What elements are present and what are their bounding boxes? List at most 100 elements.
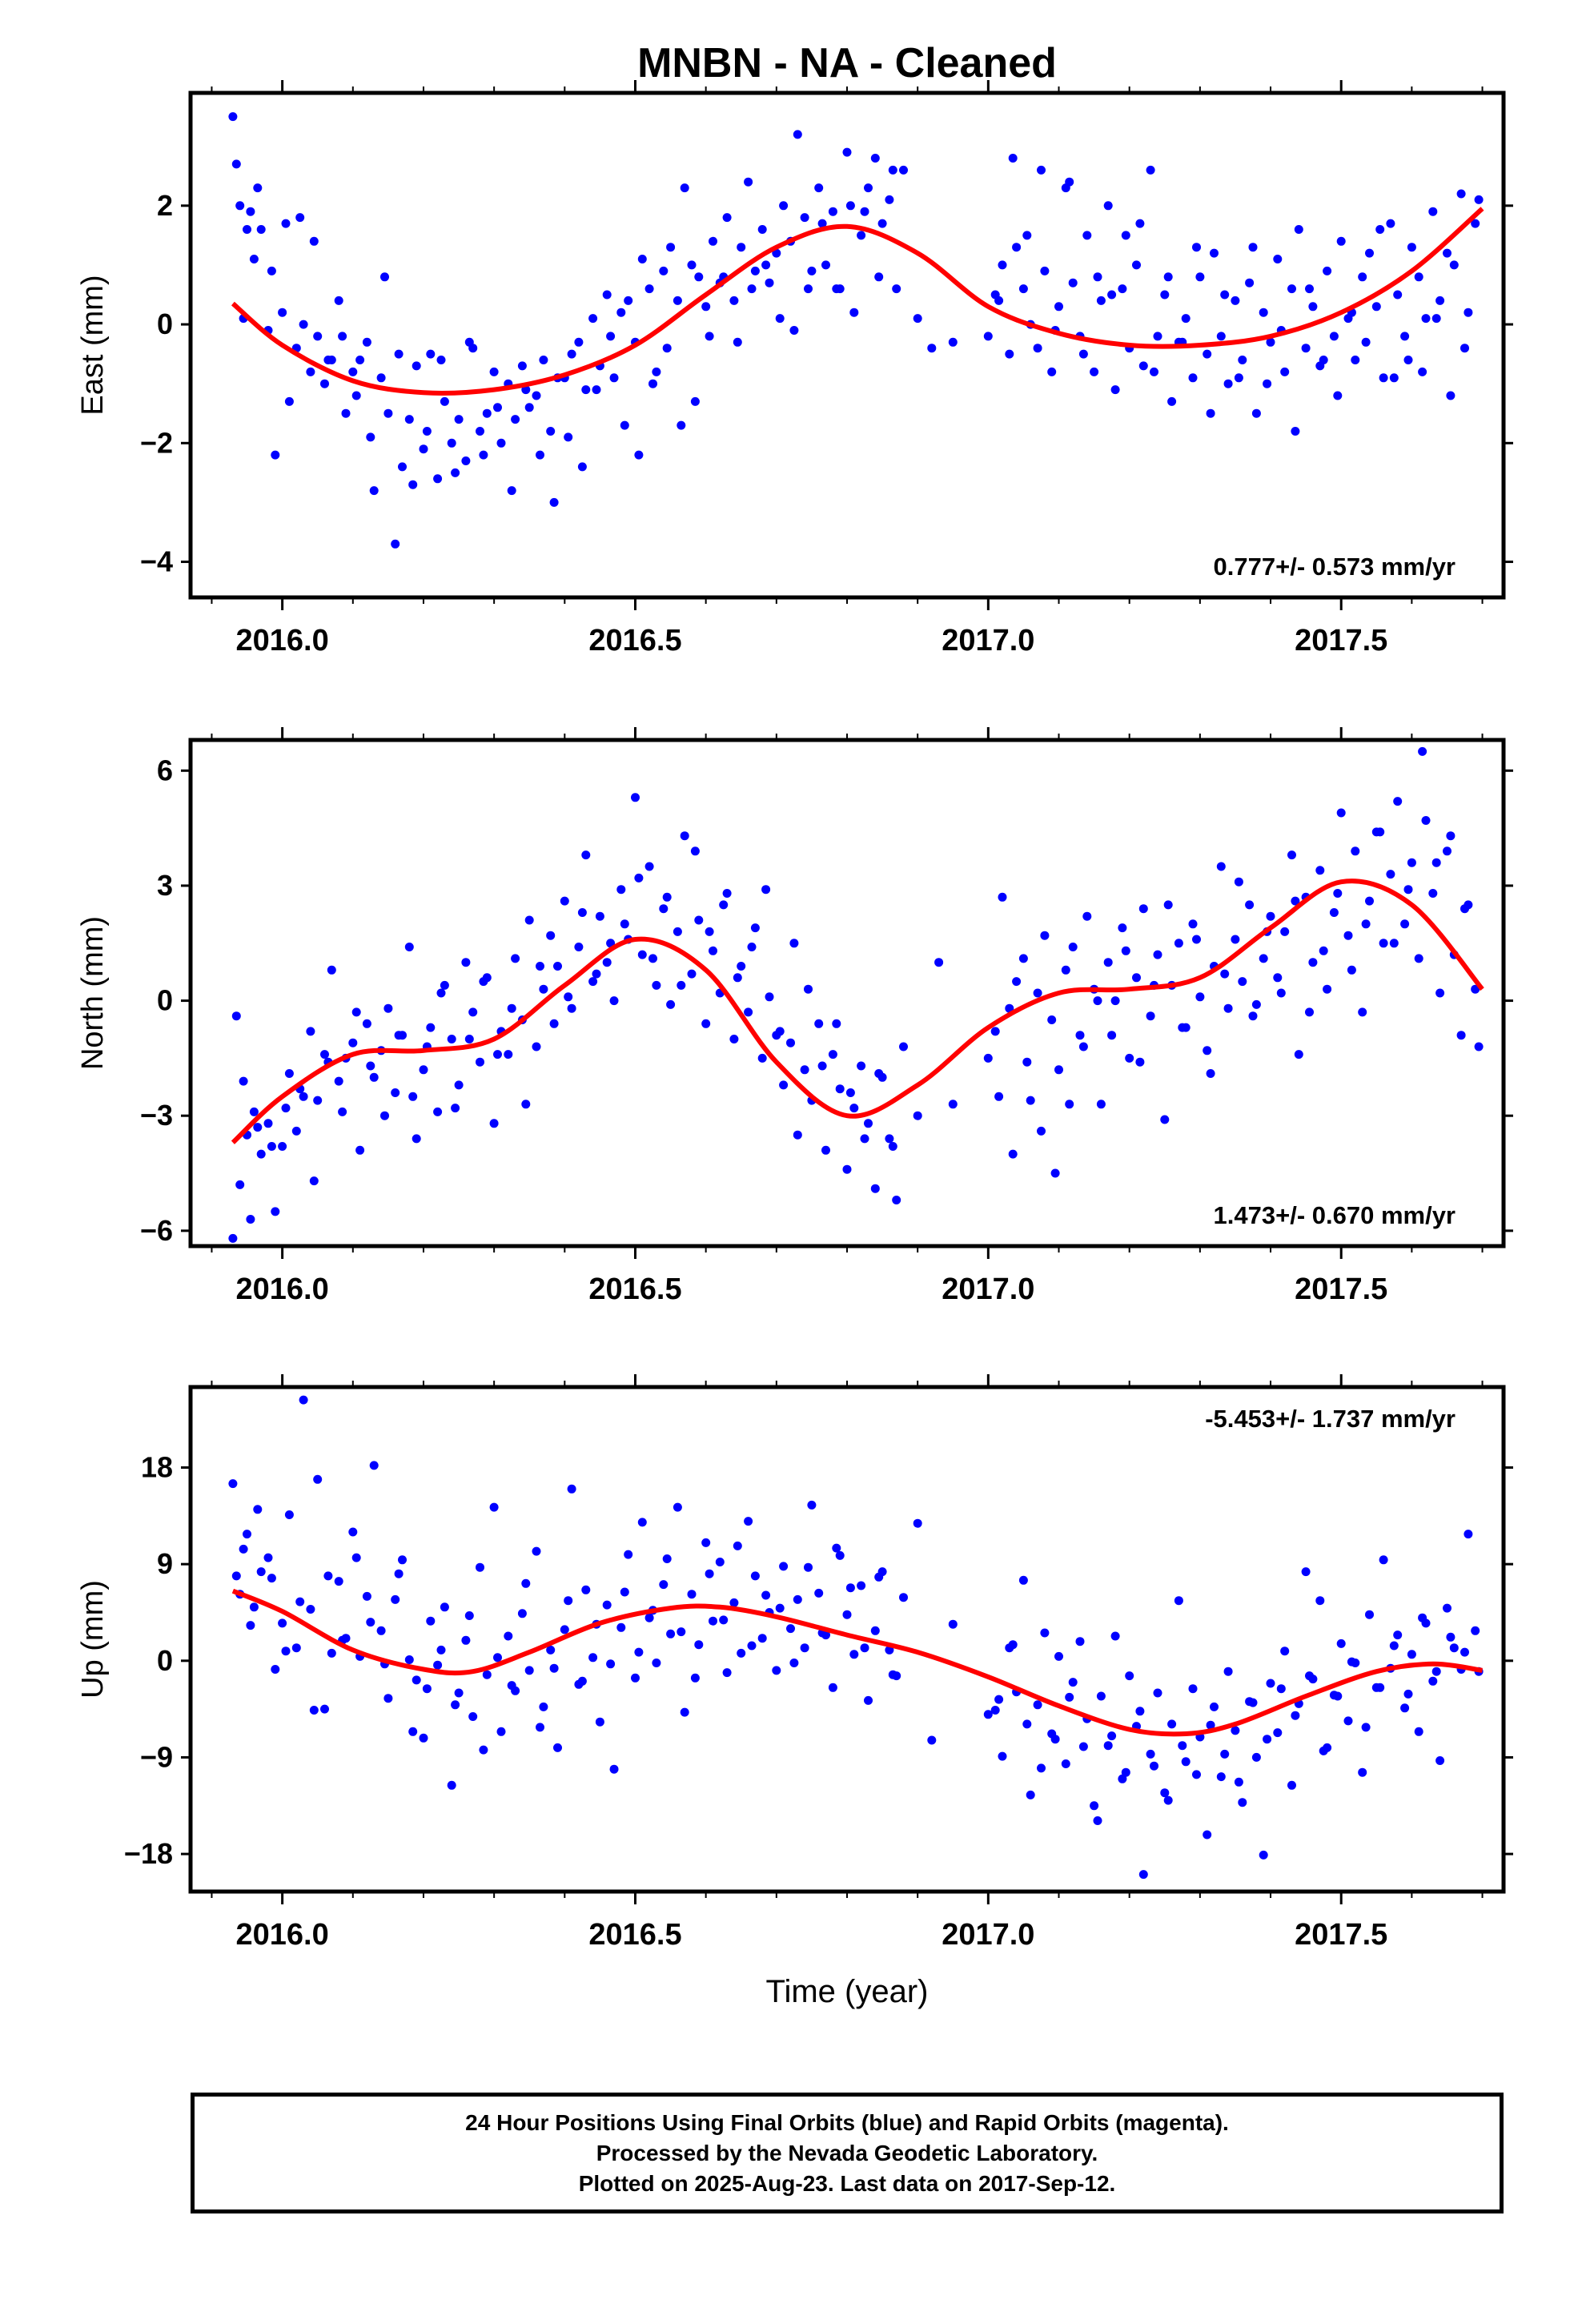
north-data-point — [560, 896, 569, 906]
up-data-point — [1443, 1603, 1452, 1613]
up-data-point — [496, 1727, 506, 1736]
north-data-point — [885, 1134, 894, 1144]
north-data-point — [1078, 1042, 1088, 1051]
north-rate-label: 1.473+/- 0.670 mm/yr — [1214, 1201, 1456, 1229]
east-data-point — [511, 415, 520, 424]
up-data-point — [680, 1707, 689, 1717]
up-data-point — [493, 1653, 502, 1663]
north-data-point — [281, 1104, 291, 1113]
east-data-point — [994, 296, 1004, 305]
north-data-point — [677, 980, 686, 990]
east-fit-line — [231, 207, 1484, 396]
east-data-point — [1449, 260, 1459, 270]
up-data-point — [461, 1635, 471, 1645]
up-data-point — [507, 1681, 516, 1691]
north-data-point — [1308, 958, 1318, 967]
east-data-point — [1333, 391, 1343, 400]
east-xtick-label: 2017.0 — [942, 624, 1034, 657]
north-data-point — [899, 1042, 908, 1051]
north-data-point — [1443, 846, 1452, 856]
up-data-point — [1460, 1647, 1469, 1657]
up-data-point — [800, 1643, 809, 1653]
north-ytick-label: −3 — [140, 1099, 173, 1132]
east-data-point — [1428, 207, 1438, 216]
up-data-point — [1090, 1801, 1099, 1811]
up-data-point — [1428, 1676, 1438, 1686]
east-data-point — [1474, 195, 1484, 204]
east-data-point — [1431, 314, 1441, 324]
east-data-point — [588, 314, 598, 324]
up-data-point — [351, 1553, 361, 1562]
east-data-point — [1096, 296, 1106, 305]
up-rate-label: -5.453+/- 1.737 mm/yr — [1205, 1405, 1456, 1433]
north-data-point — [588, 977, 598, 987]
north-data-point — [722, 889, 732, 898]
east-data-point — [271, 450, 280, 460]
east-data-point — [246, 207, 255, 216]
north-data-point — [789, 939, 799, 948]
up-data-point — [1315, 1596, 1325, 1606]
north-data-point — [567, 1003, 576, 1013]
up-data-point — [779, 1562, 789, 1571]
up-ylabel: Up (mm) — [76, 1580, 110, 1699]
up-data-point — [888, 1670, 897, 1679]
up-data-point — [757, 1634, 767, 1643]
east-data-point — [313, 332, 323, 341]
east-data-point — [323, 356, 333, 364]
north-data-point — [278, 1142, 287, 1151]
north-data-point — [1103, 958, 1113, 967]
north-data-point — [793, 1130, 802, 1140]
east-data-point — [1107, 290, 1117, 300]
east-data-point — [1005, 349, 1014, 359]
north-data-point — [1336, 808, 1346, 818]
up-data-point — [521, 1578, 531, 1588]
up-data-point — [546, 1645, 556, 1655]
east-data-point — [1460, 344, 1469, 353]
north-data-point — [433, 1107, 443, 1116]
east-data-point — [662, 344, 672, 353]
chart-title: MNBN - NA - Cleaned — [637, 40, 1057, 86]
east-data-point — [624, 296, 633, 305]
up-data-point — [299, 1395, 308, 1405]
north-data-point — [493, 1050, 502, 1059]
up-data-point — [652, 1659, 661, 1667]
up-data-point — [1449, 1643, 1459, 1653]
up-data-point — [1403, 1689, 1413, 1699]
north-data-point — [1192, 935, 1201, 944]
up-data-point — [454, 1688, 464, 1698]
north-data-point — [592, 969, 601, 979]
east-data-point — [705, 332, 714, 341]
north-data-point — [1107, 1031, 1117, 1040]
up-data-point — [1181, 1757, 1191, 1767]
up-data-point — [1167, 1719, 1177, 1729]
east-data-point — [860, 207, 869, 216]
east-data-point — [1192, 243, 1201, 252]
east-data-point — [1421, 314, 1431, 324]
east-data-point — [644, 284, 654, 294]
north-data-point — [1347, 965, 1356, 975]
up-data-point — [744, 1517, 753, 1526]
north-data-point — [267, 1142, 276, 1151]
north-data-point — [246, 1215, 255, 1224]
east-data-point — [253, 183, 263, 193]
north-data-point — [631, 793, 640, 802]
north-data-point — [1054, 1065, 1063, 1075]
up-data-point — [1135, 1707, 1145, 1716]
north-data-point — [256, 1149, 266, 1159]
up-data-point — [913, 1518, 922, 1528]
up-data-point — [990, 1706, 1000, 1715]
up-data-point — [1407, 1650, 1416, 1659]
east-data-point — [351, 391, 361, 400]
north-data-point — [581, 850, 591, 860]
north-data-point — [1351, 846, 1360, 856]
east-data-point — [729, 296, 739, 305]
up-data-point — [489, 1502, 499, 1512]
up-data-point — [1050, 1735, 1060, 1744]
north-data-point — [779, 1080, 789, 1090]
east-data-point — [1068, 278, 1078, 287]
north-data-point — [662, 892, 672, 902]
east-data-point — [648, 379, 657, 388]
east-ylabel: East (mm) — [76, 275, 110, 415]
north-ylabel: North (mm) — [76, 916, 110, 1070]
